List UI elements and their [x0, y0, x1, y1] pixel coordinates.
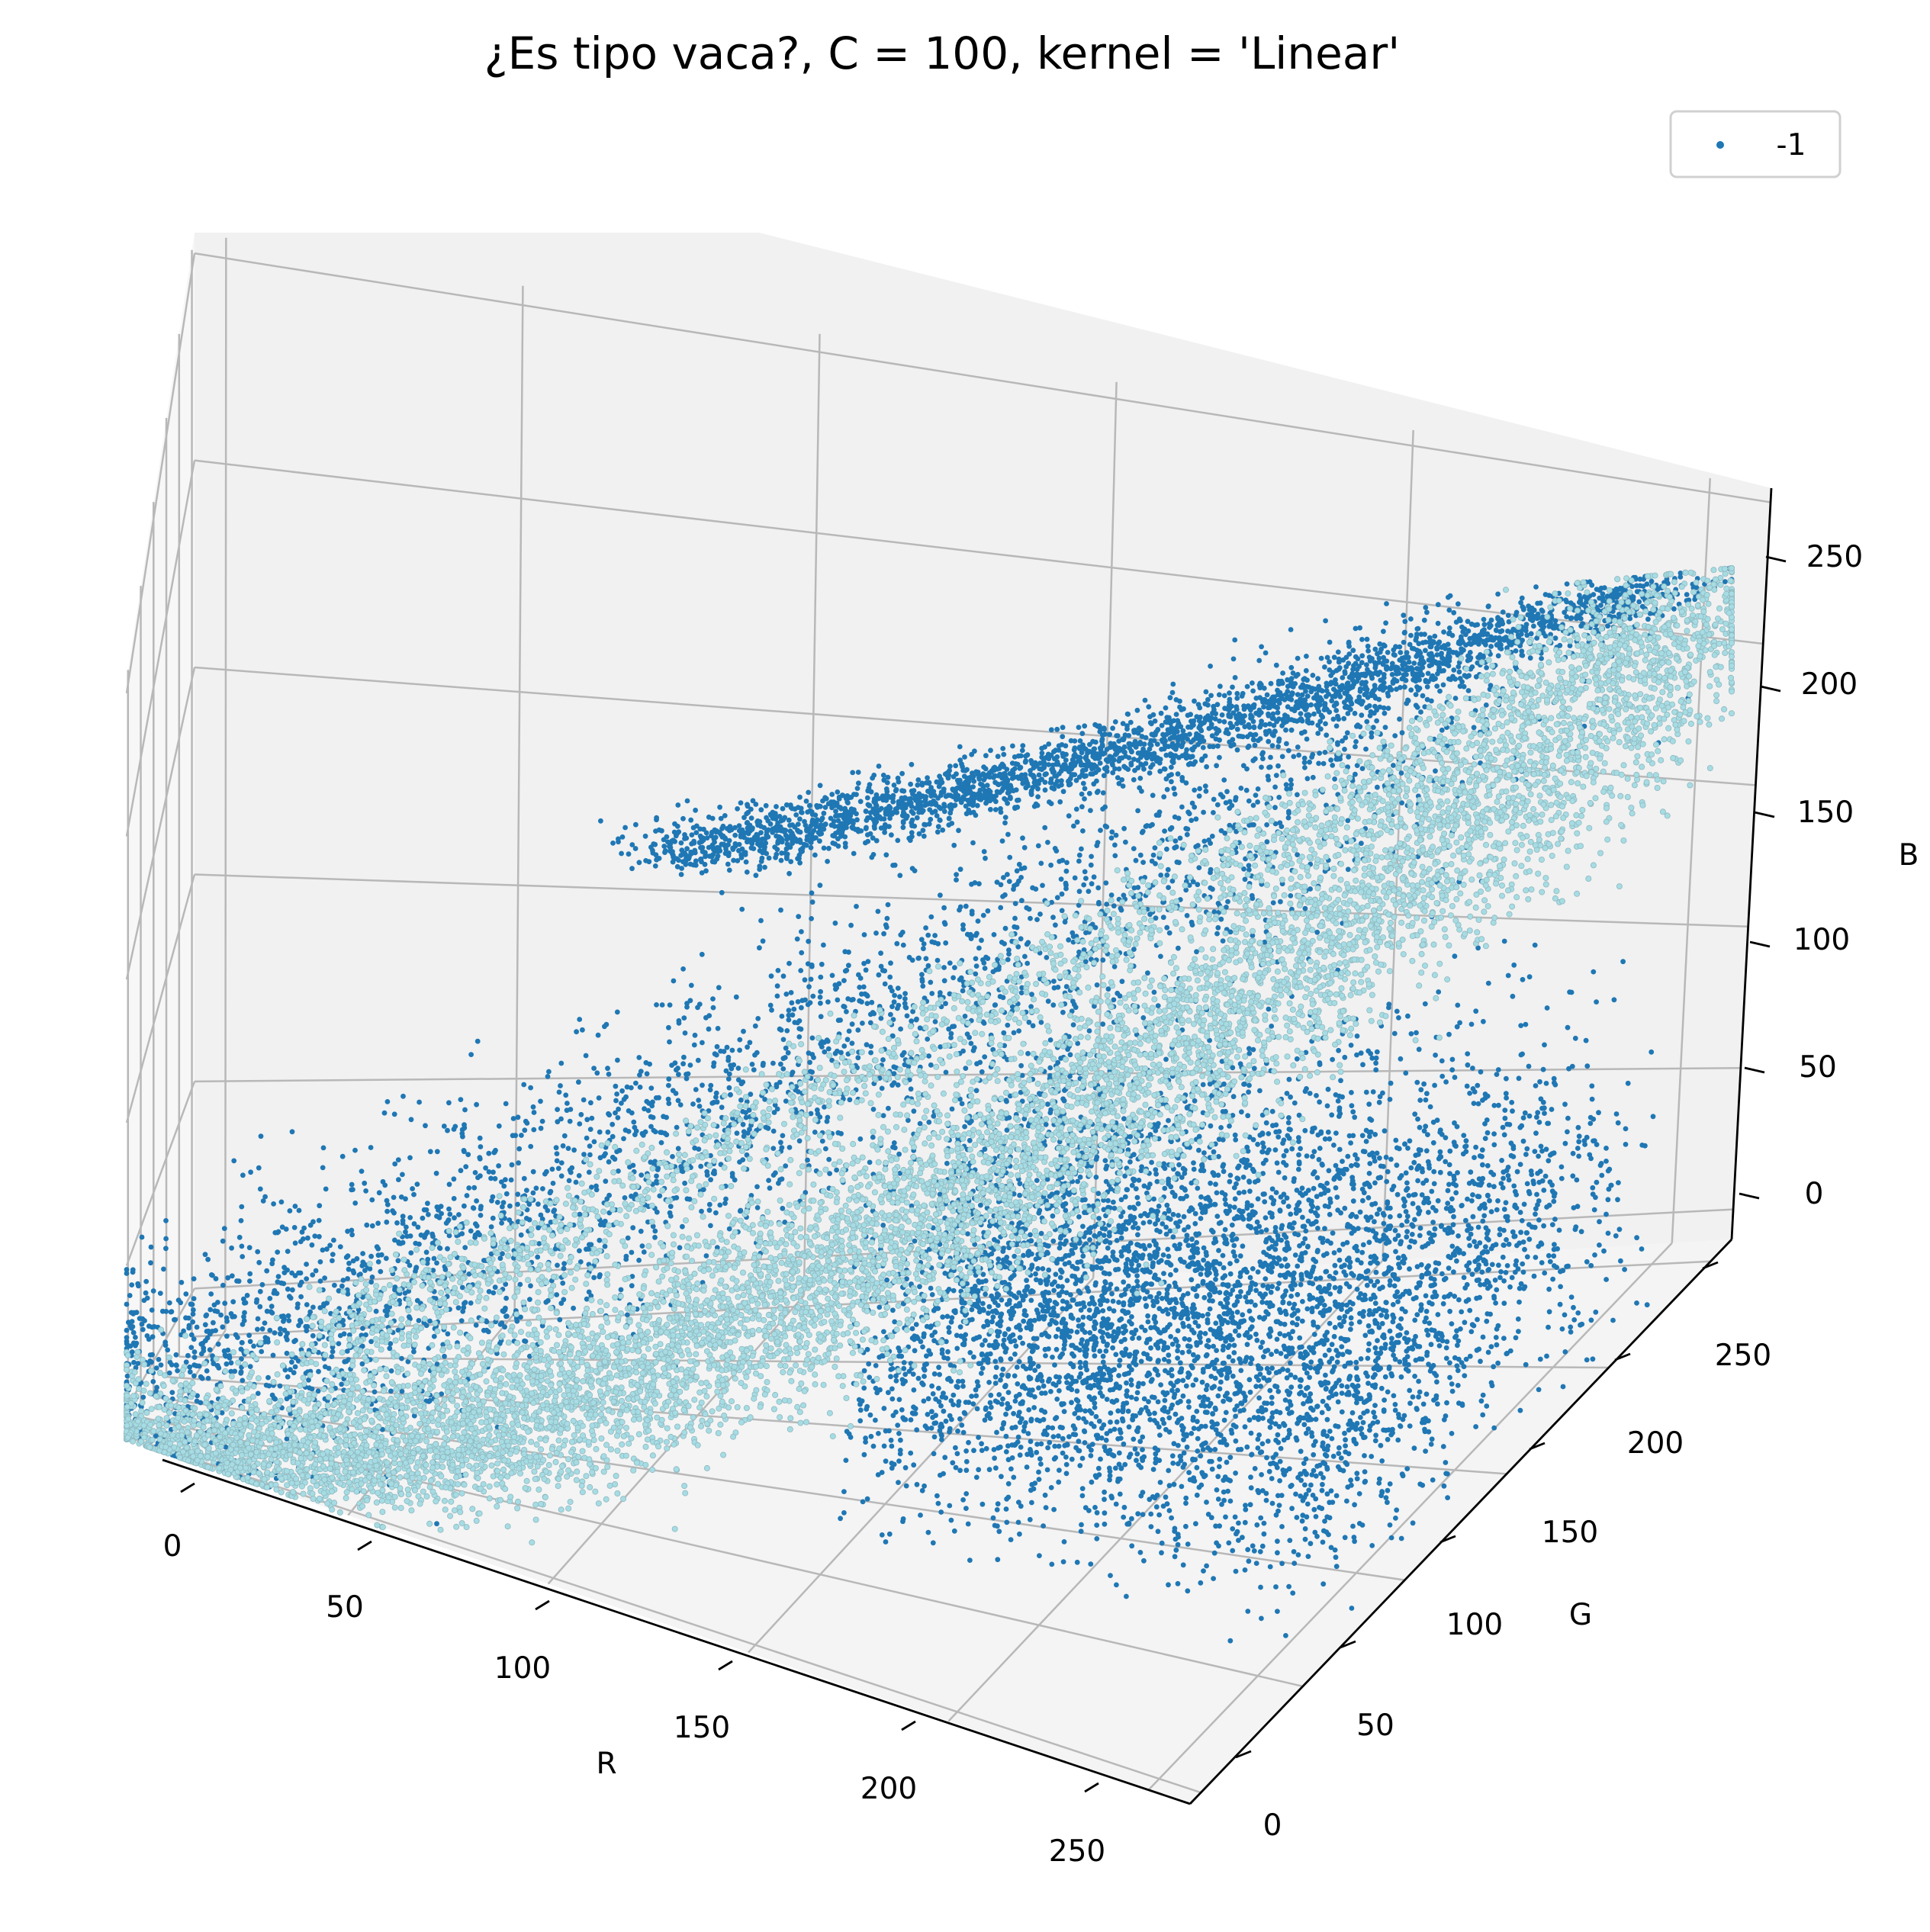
x-tick-mark-0 [181, 1484, 195, 1492]
y-tick-label-2: 100 [1446, 1608, 1503, 1642]
z-tick-label-1: 50 [1799, 1050, 1837, 1085]
z-tick-mark-4 [1761, 686, 1780, 691]
z-tick-label-4: 200 [1801, 667, 1858, 702]
back-grid-v-0 [225, 238, 226, 1331]
z-tick-mark-1 [1745, 1068, 1764, 1072]
pane-wall-left [127, 233, 195, 1439]
x-tick-label-3: 150 [674, 1711, 730, 1745]
y-tick-label-1: 50 [1356, 1709, 1394, 1743]
x-tick-label-0: 0 [163, 1529, 182, 1564]
z-tick-label-5: 250 [1806, 540, 1863, 574]
z-tick-mark-2 [1750, 942, 1770, 947]
legend: -1 [1671, 111, 1840, 177]
x-tick-label-5: 250 [1049, 1834, 1105, 1869]
legend-marker-series-neg1 [1716, 141, 1724, 149]
x-tick-label-4: 200 [860, 1772, 917, 1806]
z-axis-label: B [1899, 838, 1919, 873]
x-tick-mark-5 [1085, 1783, 1098, 1792]
legend-label-series-neg1: -1 [1777, 128, 1806, 162]
z-tick-label-3: 150 [1797, 796, 1854, 830]
x-axis-label: R [596, 1747, 616, 1781]
y-tick-label-4: 200 [1627, 1426, 1684, 1461]
y-tick-label-3: 150 [1542, 1516, 1598, 1550]
x-tick-mark-4 [902, 1721, 915, 1730]
z-tick-label-0: 0 [1805, 1177, 1824, 1211]
x-tick-mark-1 [358, 1541, 372, 1550]
x-tick-label-2: 100 [494, 1651, 551, 1686]
x-tick-label-1: 50 [326, 1590, 364, 1625]
x-tick-mark-2 [536, 1601, 549, 1609]
y-tick-label-5: 250 [1715, 1339, 1771, 1373]
chart-title: ¿Es tipo vaca?, C = 100, kernel = 'Linea… [484, 27, 1400, 79]
z-tick-label-2: 100 [1793, 923, 1850, 957]
y-tick-label-0: 0 [1263, 1808, 1282, 1843]
z-tick-mark-3 [1755, 812, 1774, 817]
z-tick-mark-0 [1739, 1194, 1759, 1198]
z-tick-mark-5 [1766, 557, 1786, 561]
axis-panes [127, 233, 1771, 1804]
y-axis-label: G [1569, 1598, 1592, 1632]
x-tick-mark-3 [719, 1661, 732, 1670]
legend-frame [1671, 111, 1840, 177]
